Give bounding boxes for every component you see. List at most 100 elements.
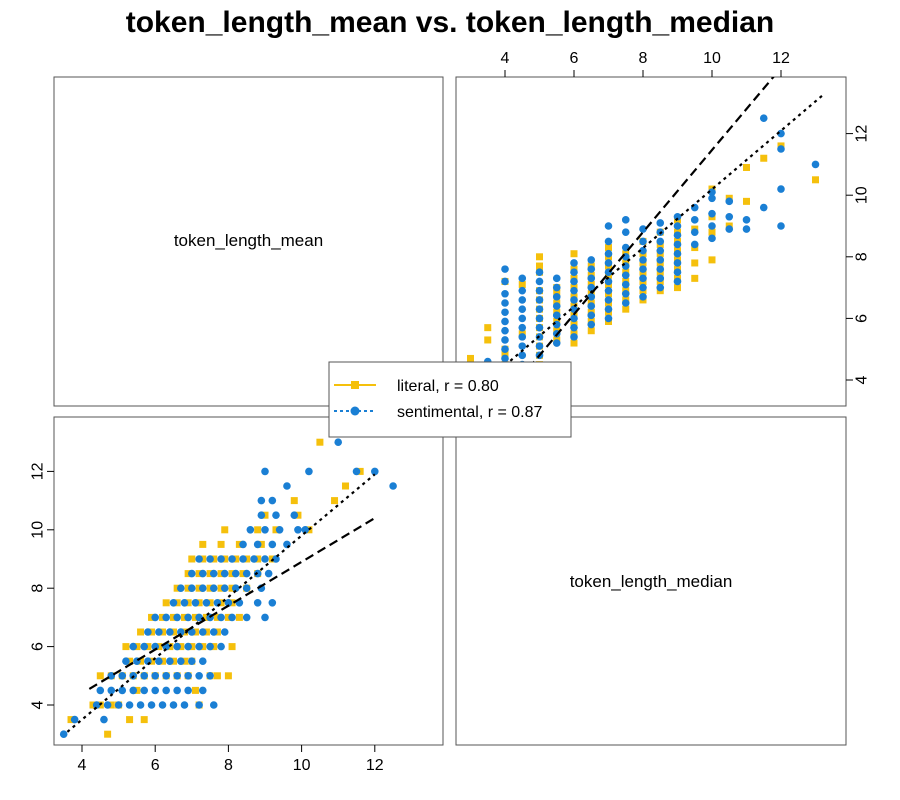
sentimental-point <box>242 584 251 592</box>
sentimental-point <box>209 701 218 709</box>
diag-label-median: token_length_median <box>570 572 733 591</box>
sentimental-point <box>587 302 596 310</box>
sentimental-point <box>535 323 544 332</box>
sentimental-point <box>272 511 280 519</box>
legend-sentimental-marker <box>350 406 360 416</box>
sentimental-point <box>217 642 225 651</box>
literal-point <box>708 228 716 236</box>
sentimental-point <box>570 277 578 286</box>
sentimental-point <box>656 283 665 292</box>
sentimental-point <box>162 686 170 695</box>
sentimental-point <box>759 203 768 212</box>
literal-point <box>235 613 243 621</box>
tick-label-left: 8 <box>30 584 47 593</box>
tick-label-right: 6 <box>854 314 871 323</box>
chart-title: token_length_mean vs. token_length_media… <box>125 6 775 39</box>
sentimental-point <box>656 274 665 283</box>
sentimental-point <box>122 657 130 665</box>
sentimental-point <box>535 286 544 295</box>
tick-label-top: 8 <box>639 50 648 67</box>
sentimental-point <box>228 613 236 622</box>
literal-point <box>467 354 474 362</box>
sentimental-point <box>177 657 185 665</box>
sentimental-point <box>518 314 527 323</box>
sentimental-point <box>501 277 509 286</box>
sentimental-point <box>777 145 785 153</box>
tick-label-bottom: 12 <box>366 757 384 774</box>
literal-point <box>674 284 681 292</box>
sentimental-point <box>570 314 578 323</box>
sentimental-point <box>587 311 596 320</box>
sentimental-point <box>59 730 68 738</box>
sentimental-point <box>253 599 262 607</box>
sentimental-point <box>673 222 682 230</box>
literal-point <box>536 253 543 261</box>
sentimental-point <box>708 222 716 230</box>
sentimental-point <box>708 234 716 243</box>
sentimental-point <box>206 555 214 563</box>
legend-literal-marker <box>351 381 359 389</box>
sentimental-point <box>535 277 544 286</box>
legend-sentimental-label: sentimental, r = 0.87 <box>397 404 543 421</box>
sentimental-point <box>690 228 699 236</box>
sentimental-point <box>587 320 596 329</box>
sentimental-point <box>725 212 734 221</box>
sentimental-point <box>198 584 207 592</box>
sentimental-point <box>673 212 682 221</box>
literal-point <box>126 716 134 724</box>
literal-point <box>191 686 199 694</box>
sentimental-point <box>501 308 509 317</box>
sentimental-point <box>604 286 613 295</box>
sentimental-point <box>334 438 343 447</box>
sentimental-point <box>535 305 544 313</box>
sentimental-point <box>656 237 665 246</box>
marks <box>59 77 824 738</box>
sentimental-point <box>759 114 768 122</box>
sentimental-point <box>118 686 127 695</box>
literal-point <box>254 526 262 534</box>
sentimental-point <box>656 265 665 273</box>
sentimental-point <box>184 642 192 651</box>
sentimental-point <box>673 231 682 240</box>
sentimental-point <box>107 686 116 695</box>
sentimental-point <box>518 342 527 350</box>
sentimental-point <box>570 333 578 341</box>
sentimental-point <box>621 299 630 307</box>
sentimental-point <box>140 672 149 680</box>
literal-point <box>484 336 492 344</box>
sentimental-point <box>673 259 682 267</box>
literal-point <box>331 497 339 505</box>
sentimental-point <box>246 526 255 534</box>
sentimental-point <box>708 188 716 196</box>
axes: 4 4 4 4 6 6 6 6 8 8 8 8 10 10 10 10 12 12 12 12 <box>30 50 871 774</box>
sentimental-point <box>195 672 203 680</box>
sentimental-point <box>177 584 185 592</box>
sentimental-point <box>177 628 185 636</box>
literal-point <box>104 730 112 738</box>
sentimental-point <box>742 225 751 233</box>
sentimental-point <box>673 249 682 258</box>
literal-point <box>570 339 578 347</box>
literal-point <box>518 281 526 289</box>
sentimental-point <box>173 686 181 695</box>
sentimental-point <box>604 249 613 258</box>
sentimental-point <box>725 225 734 233</box>
sentimental-point <box>261 467 269 476</box>
sentimental-point <box>690 240 699 249</box>
sentimental-point <box>604 222 613 230</box>
sentimental-point <box>184 686 192 695</box>
tick-label-bottom: 8 <box>224 757 233 774</box>
sentimental-point <box>103 701 112 709</box>
sentimental-point <box>162 672 170 680</box>
sentimental-point <box>195 642 203 651</box>
sentimental-point <box>604 259 613 267</box>
sentimental-point <box>501 299 509 307</box>
sentimental-point <box>118 672 127 680</box>
sentimental-point <box>206 672 214 680</box>
literal-point <box>217 540 225 548</box>
literal-point <box>290 497 298 505</box>
sentimental-point <box>268 599 277 607</box>
sentimental-point <box>371 467 379 476</box>
sentimental-point <box>180 701 189 709</box>
sentimental-point <box>151 613 159 622</box>
